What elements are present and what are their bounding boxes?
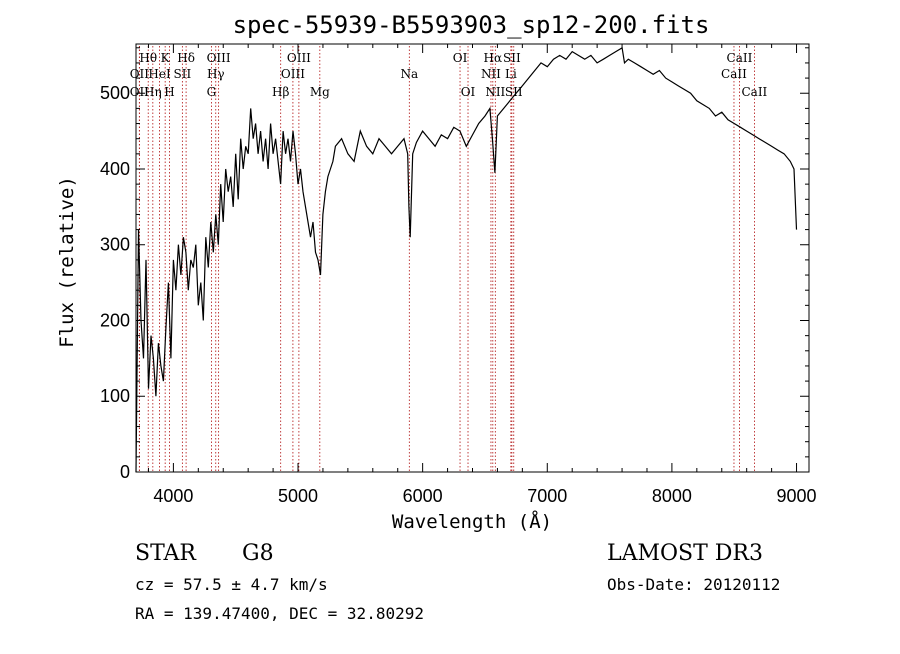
y-axis: 0 100 200 300 400 500 — [100, 47, 809, 482]
x-axis-label: Wavelength (Å) — [392, 510, 552, 533]
y-tick-label: 400 — [100, 159, 130, 179]
spectral-line-label: OI — [461, 85, 476, 99]
spectral-line-label: Na — [400, 67, 418, 81]
x-tick-label: 8000 — [652, 486, 692, 506]
spectral-line-label: Hβ — [272, 85, 289, 99]
x-tick-label: 9000 — [777, 486, 817, 506]
spectral-line-label: Hθ — [139, 51, 157, 65]
spectral-line-label: OIII — [207, 51, 231, 65]
survey-name: LAMOST DR3 — [607, 541, 763, 566]
spectral-line-label: NII — [485, 85, 505, 99]
object-subclass: G8 — [242, 541, 274, 566]
x-tick-label: 5000 — [278, 486, 318, 506]
spectral-line-label: SII — [505, 85, 523, 99]
y-tick-label: 100 — [100, 386, 130, 406]
spectral-line-label: K — [161, 51, 171, 65]
x-tick-label: 6000 — [403, 486, 443, 506]
spectral-line-label: OIII — [281, 67, 305, 81]
spectral-line-label: NII — [481, 67, 501, 81]
spectral-line-label: OII — [130, 85, 150, 99]
spectral-line-label: CaII — [741, 85, 767, 99]
y-axis-label: Flux (relative) — [56, 176, 78, 348]
y-tick-label: 0 — [120, 462, 130, 482]
spectral-line-label: Mg — [310, 85, 330, 99]
spectral-line-label: OIII — [287, 51, 311, 65]
x-tick-label: 4000 — [153, 486, 193, 506]
spectral-line-label: SII — [174, 67, 192, 81]
spectral-line-label: OII — [130, 67, 150, 81]
x-tick-label: 7000 — [527, 486, 567, 506]
spectral-line-label: G — [207, 85, 217, 99]
spectral-line-label: H — [164, 85, 174, 99]
y-tick-label: 300 — [100, 235, 130, 255]
obs-date-text: Obs-Date: 20120112 — [607, 575, 780, 594]
x-axis: 4000 5000 6000 7000 8000 9000 — [147, 44, 817, 506]
spectral-line-label: Hδ — [177, 51, 195, 65]
spectral-line-label: OI — [453, 51, 468, 65]
y-tick-label: 500 — [100, 83, 130, 103]
chart-title: spec-55939-B5593903_sp12-200.fits — [233, 11, 710, 39]
redshift-text: cz = 57.5 ± 4.7 km/s — [135, 575, 328, 594]
object-class: STAR — [135, 541, 197, 566]
spectral-line-label: HeI — [148, 67, 171, 81]
spectral-line-label: Hγ — [207, 67, 225, 81]
spectral-line-label: CaII — [727, 51, 753, 65]
y-tick-label: 200 — [100, 310, 130, 330]
spectral-line-label: CaII — [721, 67, 747, 81]
spectrum-line — [135, 46, 798, 473]
coordinates-text: RA = 139.47400, DEC = 32.80292 — [135, 604, 424, 623]
spectral-line-label: Hα — [484, 51, 503, 65]
spectral-line-label: Li — [505, 67, 517, 81]
spectral-line-markers — [138, 46, 755, 472]
spectral-line-label: Hη — [144, 85, 162, 99]
spectral-line-label: SII — [503, 51, 521, 65]
